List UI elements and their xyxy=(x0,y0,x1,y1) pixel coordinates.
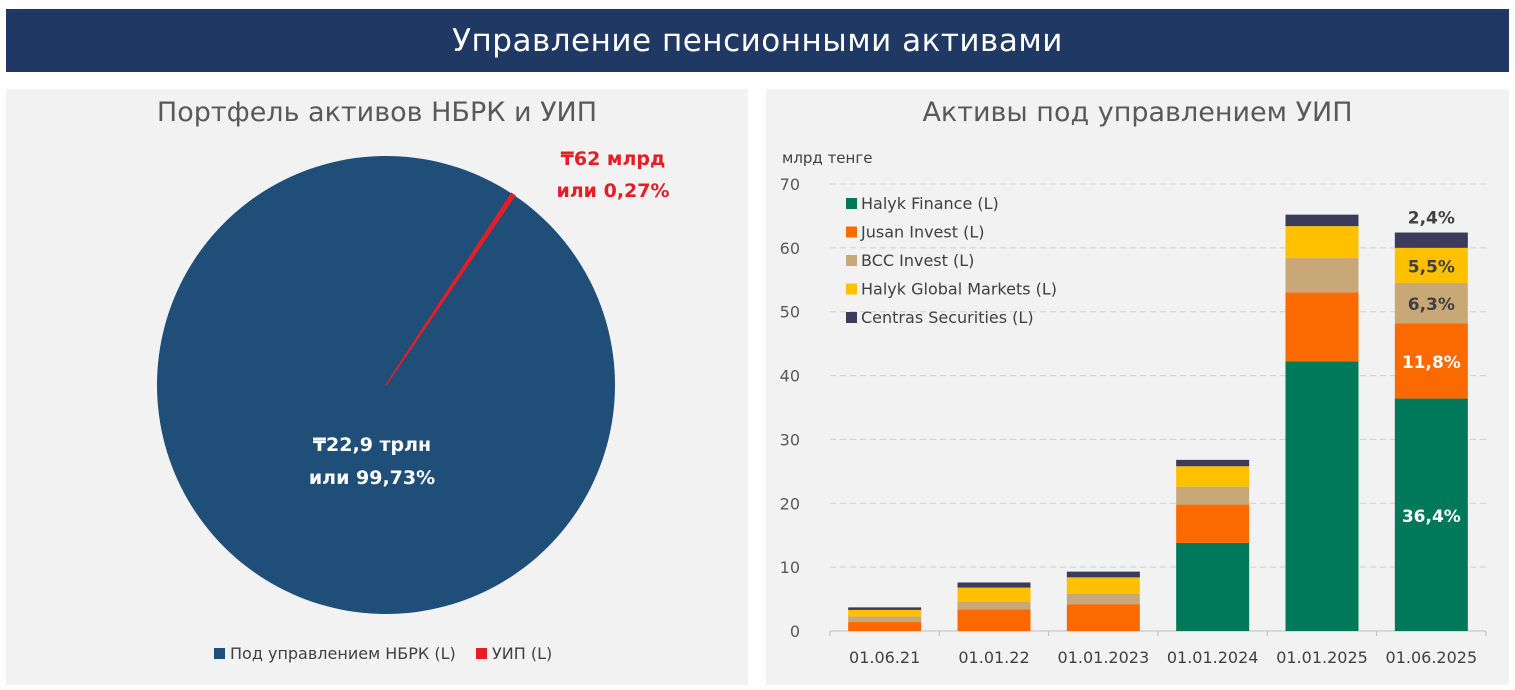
bar-segment xyxy=(1394,398,1468,631)
pie-label-nbrk-share: или 99,73% xyxy=(309,467,435,489)
bar-segment xyxy=(1394,282,1468,324)
y-tick-label: 40 xyxy=(780,367,800,386)
y-tick-label: 70 xyxy=(780,175,800,194)
bar-segment xyxy=(848,609,922,617)
data-label: 5,5% xyxy=(1408,257,1455,277)
y-tick-label: 50 xyxy=(780,303,800,322)
bar-segment xyxy=(1176,466,1250,487)
bar-segment xyxy=(1176,486,1250,505)
bar-segment xyxy=(1285,292,1359,362)
legend-label-uip: УИП (L) xyxy=(492,644,552,663)
x-tick-label: 01.01.22 xyxy=(958,648,1029,667)
bar-segment xyxy=(957,582,1031,588)
pie-label-uip-value: ₸62 млрд xyxy=(561,148,666,170)
pie-chart: ₸22,9 трлн или 99,73% ₸62 млрд или 0,27% Под… xyxy=(157,148,670,663)
bar-chart: млрд тенге 0 10 20 30 40 50 60 70 01.06.21 01.01.2… xyxy=(780,149,1487,667)
bar-segment xyxy=(848,616,922,623)
legend-label: BCC Invest (L) xyxy=(861,251,974,270)
bar-segment xyxy=(1285,226,1359,259)
bar-segment xyxy=(1066,604,1140,631)
bar-panel: Активы под управлением УИП млрд тенге 0 10… xyxy=(766,89,1509,685)
banner-title: Управление пенсионными активами xyxy=(452,22,1063,59)
x-tick-label: 01.06.2025 xyxy=(1386,648,1478,667)
x-tick-label: 01.01.2024 xyxy=(1167,648,1259,667)
y-tick-label: 0 xyxy=(790,622,800,641)
bar-segment xyxy=(848,622,922,631)
legend-swatch-uip xyxy=(476,648,487,659)
bar-segment xyxy=(848,607,922,610)
bar-segment xyxy=(1285,361,1359,631)
bar-segment xyxy=(1176,459,1250,467)
x-tick-label: 01.01.2025 xyxy=(1276,648,1368,667)
bar-segment xyxy=(1176,504,1250,543)
legend-label-nbrk: Под управлением НБРК (L) xyxy=(230,644,456,663)
bar-segment xyxy=(1066,593,1140,605)
bar-segment xyxy=(1066,571,1140,578)
legend-swatch xyxy=(846,226,857,238)
legend-label: Centras Securities (L) xyxy=(861,308,1034,327)
pie-label-uip-share: или 0,27% xyxy=(556,180,669,202)
legend-label: Jusan Invest (L) xyxy=(860,223,985,242)
data-label: 6,3% xyxy=(1408,295,1455,315)
bar-segment xyxy=(1285,214,1359,227)
bar-segment xyxy=(1394,323,1468,399)
bar-segment xyxy=(1394,247,1468,283)
bar-segment xyxy=(1394,232,1468,248)
bar-segment xyxy=(1176,542,1250,631)
bar-segment xyxy=(1285,258,1359,293)
y-axis-label: млрд тенге xyxy=(782,149,872,167)
pie-title: Портфель активов НБРК и УИП xyxy=(156,97,598,128)
data-label: 36,4% xyxy=(1402,507,1461,527)
legend-label: Halyk Finance (L) xyxy=(861,194,999,213)
x-tick-label: 01.06.21 xyxy=(849,648,920,667)
data-label: 11,8% xyxy=(1402,353,1461,373)
legend-swatch xyxy=(846,312,857,323)
legend-swatch xyxy=(846,283,857,295)
data-label: 2,4% xyxy=(1408,209,1455,229)
bar-segment xyxy=(1066,577,1140,594)
legend-swatch-nbrk xyxy=(214,648,225,659)
bar-segment xyxy=(957,609,1031,631)
legend-swatch xyxy=(846,198,857,209)
bar-segment xyxy=(957,601,1031,610)
pie-slice-uip xyxy=(385,192,516,386)
bar-segment xyxy=(957,587,1031,602)
pie-label-nbrk-value: ₸22,9 трлн xyxy=(313,434,431,456)
page-banner: Управление пенсионными активами xyxy=(6,9,1509,72)
y-tick-label: 10 xyxy=(780,558,800,577)
pie-panel: Портфель активов НБРК и УИП ₸22,9 трлн ил… xyxy=(6,89,748,685)
bar-title: Активы под управлением УИП xyxy=(922,97,1353,128)
y-tick-label: 30 xyxy=(780,430,800,449)
y-tick-label: 20 xyxy=(780,494,800,513)
legend-swatch xyxy=(846,255,857,266)
y-tick-label: 60 xyxy=(780,239,800,258)
x-tick-label: 01.01.2023 xyxy=(1058,648,1150,667)
legend-label: Halyk Global Markets (L) xyxy=(861,280,1057,299)
